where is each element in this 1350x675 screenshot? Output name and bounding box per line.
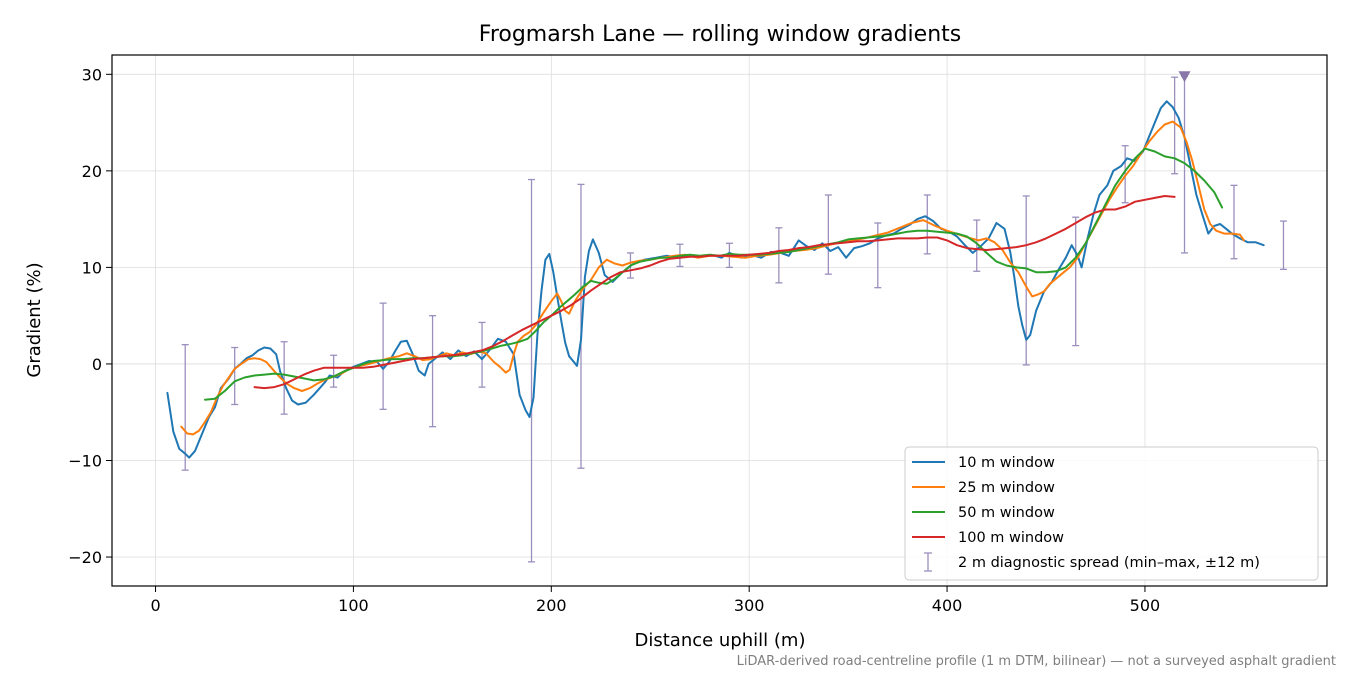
series-line [204,147,1224,401]
axis-ticks: 0 100 200 300 400 500 −20 −10 0 10 20 30 [68,65,1160,615]
diagnostic-bar [429,315,437,428]
diagnostic-bar [528,178,536,563]
y-tick-label: 30 [82,65,102,84]
diagnostic-bar [478,321,486,388]
x-tick-label: 400 [932,596,963,615]
y-tick-label: −20 [68,548,102,567]
legend: 10 m window 25 m window 50 m window 100 m w… [904,446,1319,581]
series-line [253,195,1176,390]
x-tick-label: 500 [1130,596,1161,615]
x-tick-label: 200 [536,596,567,615]
y-tick-label: 10 [82,258,102,277]
legend-item: 100 m window [912,530,1064,546]
plot-frame [111,54,1328,587]
legend-label: 25 m window [958,480,1055,496]
y-tick-label: 20 [82,162,102,181]
legend-label: 2 m diagnostic spread (min–max, ±12 m) [958,555,1260,571]
legend-item: 10 m window [912,455,1055,471]
legend-label: 100 m window [958,530,1064,546]
series-lines [166,71,1265,459]
diagnostic-bar [330,354,338,388]
chart-title: Frogmarsh Lane — rolling window gradient… [479,22,961,47]
max-marker [1178,71,1191,83]
legend-item: 25 m window [912,480,1055,496]
legend-item: 50 m window [912,505,1055,521]
diagnostic-bar [231,346,239,406]
footnote: LiDAR-derived road-centreline profile (1… [737,654,1336,669]
x-tick-label: 100 [338,596,369,615]
grid [112,55,1327,586]
diagnostic-bar [379,302,387,410]
legend-box [904,446,1319,581]
diagnostic-bar [923,194,931,255]
y-tick-label: 0 [92,355,102,374]
diagnostic-bar [1072,216,1080,347]
diagnostic-bar [280,341,288,415]
y-tick-label: −10 [68,451,102,470]
x-tick-label: 300 [734,596,765,615]
diagnostic-bar [775,227,783,284]
diagnostic-bar [1279,220,1287,270]
legend-item: 2 m diagnostic spread (min–max, ±12 m) [924,552,1260,572]
diagnostic-bar [973,219,981,272]
x-tick-label: 0 [150,596,160,615]
series-line [166,100,1265,459]
series-line [180,120,1245,436]
y-axis-label: Gradient (%) [24,262,45,377]
diagnostic-bar [181,343,189,471]
legend-label: 10 m window [958,455,1055,471]
diagnostic-bar [824,194,832,275]
legend-label: 50 m window [958,505,1055,521]
diagnostic-bar [874,222,882,289]
x-axis-label: Distance uphill (m) [635,630,806,651]
diagnostic-bar [1230,184,1238,260]
